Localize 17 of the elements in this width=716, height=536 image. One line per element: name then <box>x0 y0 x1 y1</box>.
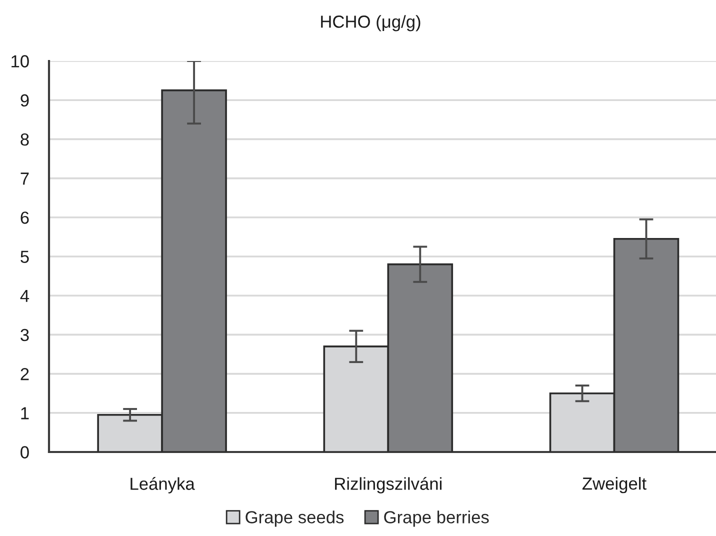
y-tick-label: 6 <box>20 212 29 224</box>
y-tick-label: 1 <box>21 407 29 420</box>
y-tick-label: 4 <box>20 290 30 302</box>
legend-label: Grape berries <box>384 510 489 527</box>
y-tick-label: 5 <box>20 250 29 263</box>
x-tick-label: Rizlingszilváni <box>335 477 442 494</box>
y-tick-label: 8 <box>20 133 29 146</box>
y-tick-label: 7 <box>20 172 29 185</box>
y-tick-label: 3 <box>20 328 29 342</box>
y-tick-label: 9 <box>20 94 29 107</box>
legend-label: Grape seeds <box>246 510 344 527</box>
chart-title: HCHO (μg/g) <box>321 15 420 32</box>
y-tick-label: 0 <box>20 446 29 458</box>
y-tick-label: 2 <box>20 368 29 380</box>
x-tick-label: Zweigelt <box>582 477 646 494</box>
x-tick-label: Leányka <box>130 477 195 494</box>
y-tick-label: 10 <box>12 55 29 68</box>
